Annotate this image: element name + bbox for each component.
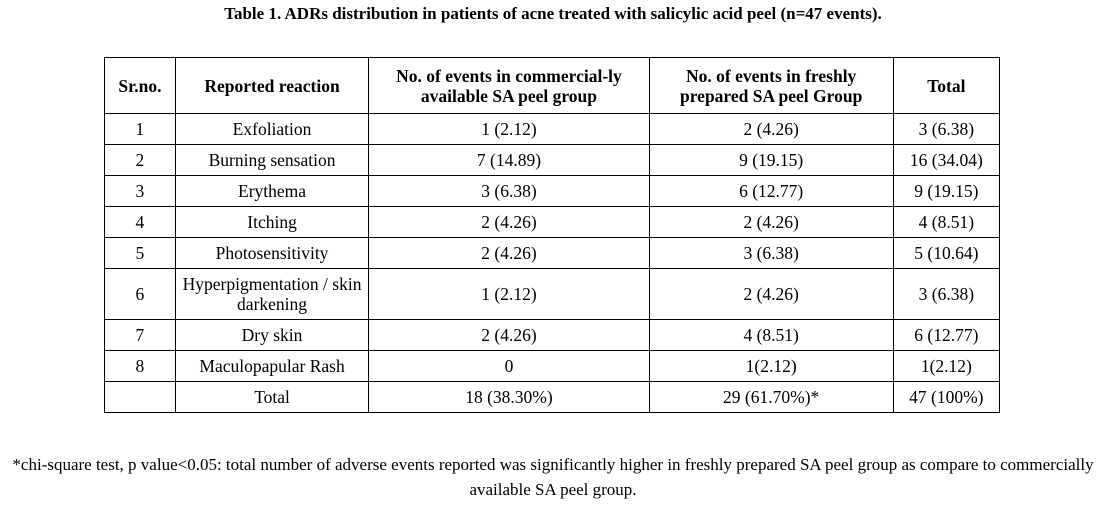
- table-row: 5 Photosensitivity 2 (4.26) 3 (6.38) 5 (…: [104, 237, 1001, 269]
- cell-total: 6 (12.77): [892, 319, 1001, 351]
- cell-fresh: 9 (19.15): [648, 144, 894, 176]
- header-reported-reaction: Reported reaction: [174, 57, 370, 114]
- cell-sr: 8: [104, 350, 176, 382]
- cell-fresh: 1(2.12): [648, 350, 894, 382]
- cell-sr: 3: [104, 175, 176, 207]
- cell-reaction: Hyperpigmentation / skin darkening: [174, 268, 370, 320]
- cell-fresh: 2 (4.26): [648, 268, 894, 320]
- cell-sr: 4: [104, 206, 176, 238]
- cell-fresh: 2 (4.26): [648, 206, 894, 238]
- cell-reaction: Erythema: [174, 175, 370, 207]
- cell-total: 3 (6.38): [892, 268, 1001, 320]
- cell-total-commercial: 18 (38.30%): [368, 381, 650, 413]
- cell-total: 16 (34.04): [892, 144, 1001, 176]
- table-row: 4 Itching 2 (4.26) 2 (4.26) 4 (8.51): [104, 206, 1001, 238]
- table-row: 2 Burning sensation 7 (14.89) 9 (19.15) …: [104, 144, 1001, 176]
- cell-commercial: 1 (2.12): [368, 113, 650, 145]
- table-row: 6 Hyperpigmentation / skin darkening 1 (…: [104, 268, 1001, 320]
- cell-reaction: Itching: [174, 206, 370, 238]
- header-total: Total: [892, 57, 1001, 114]
- cell-reaction: Dry skin: [174, 319, 370, 351]
- cell-commercial: 2 (4.26): [368, 319, 650, 351]
- header-commercial-group: No. of events in commercial-ly available…: [368, 57, 650, 114]
- header-fresh-group: No. of events in freshly prepared SA pee…: [648, 57, 894, 114]
- cell-reaction: Photosensitivity: [174, 237, 370, 269]
- cell-commercial: 3 (6.38): [368, 175, 650, 207]
- cell-grand-total: 47 (100%): [892, 381, 1001, 413]
- cell-reaction: Burning sensation: [174, 144, 370, 176]
- cell-total-empty: [104, 381, 176, 413]
- cell-fresh: 6 (12.77): [648, 175, 894, 207]
- cell-total: 9 (19.15): [892, 175, 1001, 207]
- cell-sr: 5: [104, 237, 176, 269]
- cell-commercial: 2 (4.26): [368, 237, 650, 269]
- table-row: 1 Exfoliation 1 (2.12) 2 (4.26) 3 (6.38): [104, 113, 1001, 145]
- cell-sr: 2: [104, 144, 176, 176]
- header-sr-no: Sr.no.: [104, 57, 176, 114]
- cell-total-fresh: 29 (61.70%)*: [648, 381, 894, 413]
- cell-fresh: 2 (4.26): [648, 113, 894, 145]
- cell-sr: 1: [104, 113, 176, 145]
- table-row: 7 Dry skin 2 (4.26) 4 (8.51) 6 (12.77): [104, 319, 1001, 351]
- table-total-row: Total 18 (38.30%) 29 (61.70%)* 47 (100%): [104, 381, 1001, 413]
- cell-sr: 6: [104, 268, 176, 320]
- cell-commercial: 0: [368, 350, 650, 382]
- cell-total: 5 (10.64): [892, 237, 1001, 269]
- table-title: Table 1. ADRs distribution in patients o…: [224, 4, 882, 23]
- cell-commercial: 1 (2.12): [368, 268, 650, 320]
- adr-table: Sr.no. Reported reaction No. of events i…: [104, 57, 1001, 413]
- cell-total-label: Total: [174, 381, 370, 413]
- cell-commercial: 2 (4.26): [368, 206, 650, 238]
- cell-total: 3 (6.38): [892, 113, 1001, 145]
- cell-total: 1(2.12): [892, 350, 1001, 382]
- table-row: 8 Maculopapular Rash 0 1(2.12) 1(2.12): [104, 350, 1001, 382]
- table-header-row: Sr.no. Reported reaction No. of events i…: [104, 57, 1001, 114]
- table-row: 3 Erythema 3 (6.38) 6 (12.77) 9 (19.15): [104, 175, 1001, 207]
- cell-reaction: Maculopapular Rash: [174, 350, 370, 382]
- cell-reaction: Exfoliation: [174, 113, 370, 145]
- cell-fresh: 3 (6.38): [648, 237, 894, 269]
- cell-sr: 7: [104, 319, 176, 351]
- table-footnote: *chi-square test, p value<0.05: total nu…: [12, 455, 1094, 499]
- cell-fresh: 4 (8.51): [648, 319, 894, 351]
- cell-commercial: 7 (14.89): [368, 144, 650, 176]
- cell-total: 4 (8.51): [892, 206, 1001, 238]
